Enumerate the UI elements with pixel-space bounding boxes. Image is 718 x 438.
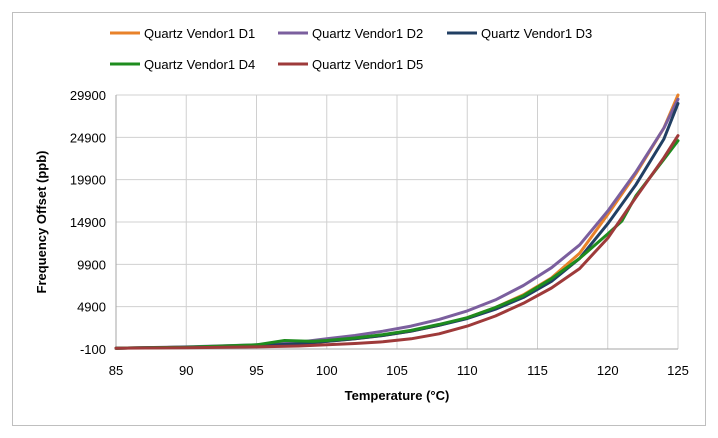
x-tick-label: 90 [179, 363, 193, 378]
y-axis-title: Frequency Offset (ppb) [34, 150, 49, 293]
series-layer [114, 93, 680, 350]
legend-label-4: Quartz Vendor1 D4 [144, 57, 255, 72]
series-line-5 [114, 134, 680, 350]
x-tick-label: 110 [457, 363, 478, 378]
x-tick-label: 95 [249, 363, 263, 378]
x-tick-label: 115 [527, 363, 548, 378]
legend: Quartz Vendor1 D1 Quartz Vendor1 D2 Quartz… [110, 26, 592, 72]
x-tick-label: 100 [316, 363, 338, 378]
y-tick-label: -100 [80, 342, 106, 357]
legend-label-2: Quartz Vendor1 D2 [312, 26, 423, 41]
x-tick-label: 105 [386, 363, 408, 378]
legend-label-5: Quartz Vendor1 D5 [312, 57, 423, 72]
series-line-2 [114, 97, 680, 350]
x-axis-title: Temperature (°C) [345, 388, 450, 403]
x-tick-label: 120 [597, 363, 619, 378]
y-tick-label: 29900 [70, 88, 106, 103]
legend-label-3: Quartz Vendor1 D3 [481, 26, 592, 41]
grid [115, 94, 679, 350]
x-tick-label: 85 [109, 363, 123, 378]
legend-label-1: Quartz Vendor1 D1 [144, 26, 255, 41]
y-tick-label: 19900 [70, 173, 106, 188]
chart-frame: Quartz Vendor1 D1 Quartz Vendor1 D2 Quartz… [12, 12, 706, 426]
x-tick-label: 125 [667, 363, 689, 378]
tick-labels: 85 90 95 100 105 110 115 120 125 -100 4900 9900 1490… [70, 88, 689, 378]
y-tick-label: 9900 [77, 257, 106, 272]
y-tick-label: 24900 [70, 130, 106, 145]
line-chart: Quartz Vendor1 D1 Quartz Vendor1 D2 Quartz… [34, 26, 689, 403]
y-tick-label: 4900 [77, 300, 106, 315]
y-tick-label: 14900 [70, 215, 106, 230]
